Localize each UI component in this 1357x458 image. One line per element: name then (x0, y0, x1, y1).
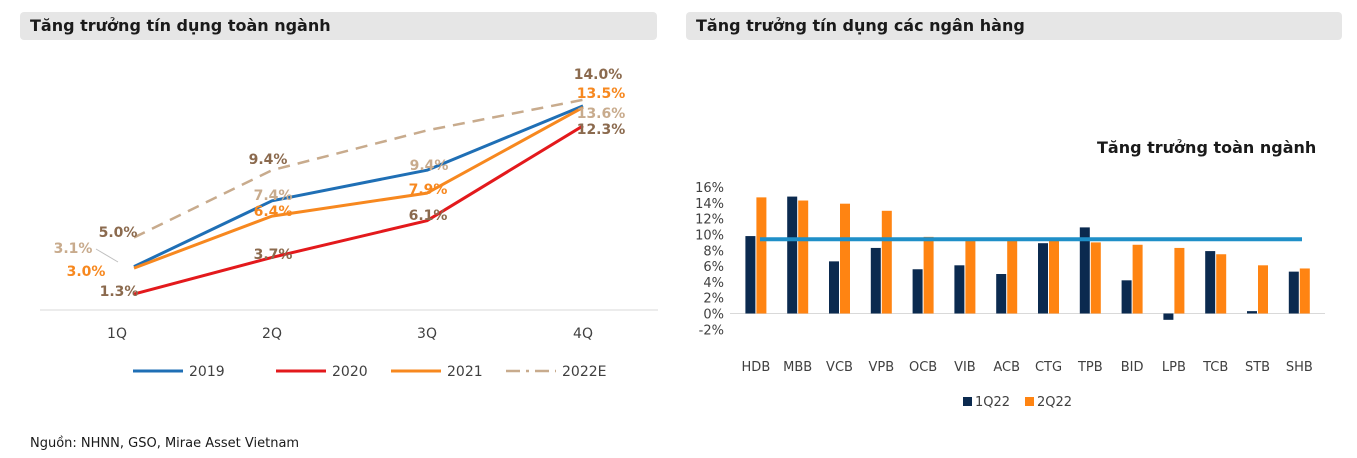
legend-label-2021: 2021 (447, 364, 483, 380)
left-x-tick-2Q: 2Q (262, 326, 282, 342)
right-y-tick--2%: -2% (699, 323, 724, 338)
right-x-tick-CTG: CTG (1035, 360, 1062, 375)
right-y-tick-6%: 6% (703, 260, 724, 275)
bar-1Q22-VCB (829, 261, 839, 314)
left-x-tick-4Q: 4Q (573, 326, 593, 342)
bar-2Q22-CTG (1049, 239, 1059, 314)
bar-2Q22-SHB (1299, 268, 1310, 314)
legend-label-2Q22: 2Q22 (1037, 395, 1072, 410)
data-label-2021-3Q: 7.9% (409, 182, 448, 198)
right-x-tick-OCB: OCB (909, 360, 937, 375)
series-line-2021 (133, 106, 584, 270)
label-leader-line (95, 248, 119, 263)
data-label-2021-4Q: 13.5% (577, 86, 626, 102)
bar-2Q22-VCB (840, 203, 850, 314)
data-label-2020-3Q: 6.1% (409, 208, 448, 224)
bar-2Q22-ACB (1007, 238, 1018, 314)
legend-swatch-2Q22 (1025, 397, 1034, 406)
data-label-2021-1Q: 3.0% (67, 264, 106, 280)
right-y-tick-0%: 0% (703, 308, 724, 323)
right-y-tick-4%: 4% (703, 276, 724, 291)
right-chart-title: Tăng trưởng tín dụng các ngân hàng (686, 12, 1342, 40)
bar-2Q22-VIB (965, 237, 976, 314)
bar-2Q22-BID (1132, 244, 1143, 314)
left-x-tick-1Q: 1Q (107, 326, 127, 342)
data-label-2022E-4Q: 14.0% (574, 67, 623, 83)
right-y-tick-10%: 10% (695, 229, 724, 244)
left-x-tick-3Q: 3Q (417, 326, 437, 342)
right-x-tick-SHB: SHB (1286, 360, 1313, 375)
reference-line-label: Tăng trưởng toàn ngành (1097, 138, 1316, 157)
data-label-2020-2Q: 3.7% (254, 247, 293, 263)
bar-1Q22-MBB (787, 196, 798, 314)
left-chart-title: Tăng trưởng tín dụng toàn ngành (20, 12, 657, 40)
right-x-tick-HDB: HDB (742, 360, 771, 375)
data-label-2019-4Q: 13.6% (577, 106, 626, 122)
legend-label-2019: 2019 (189, 364, 225, 380)
data-label-2022E-2Q: 9.4% (249, 152, 288, 168)
data-label-2019-2Q: 7.4% (254, 188, 293, 204)
legend-label-2022E: 2022E (562, 364, 606, 380)
right-y-tick-8%: 8% (703, 244, 724, 259)
legend-label-2020: 2020 (332, 364, 368, 380)
data-label-2020-1Q: 1.3% (100, 284, 139, 300)
right-x-tick-TPB: TPB (1077, 360, 1103, 375)
right-x-tick-VPB: VPB (868, 360, 894, 375)
series-line-2020 (133, 124, 584, 296)
bar-1Q22-LPB (1163, 313, 1174, 320)
source-note: Nguồn: NHNN, GSO, Mirae Asset Vietnam (30, 436, 300, 451)
data-label-2020-4Q: 12.3% (577, 122, 626, 138)
right-x-tick-TCB: TCB (1202, 360, 1228, 375)
bar-1Q22-OCB (912, 269, 923, 314)
bar-1Q22-TPB (1079, 227, 1090, 314)
bar-1Q22-VPB (870, 247, 881, 314)
legend-swatch-1Q22 (963, 397, 972, 406)
series-line-2022E (133, 98, 584, 239)
right-x-tick-ACB: ACB (993, 360, 1020, 375)
bar-2Q22-STB (1258, 265, 1268, 314)
bar-1Q22-STB (1247, 311, 1257, 314)
bar-1Q22-HDB (745, 236, 756, 314)
data-label-2019-1Q: 3.1% (54, 241, 93, 257)
data-label-2022E-1Q: 5.0% (99, 225, 138, 241)
right-x-tick-MBB: MBB (783, 360, 812, 375)
data-label-2021-2Q: 6.4% (254, 204, 293, 220)
bar-1Q22-CTG (1038, 243, 1048, 314)
series-line-2019 (133, 104, 584, 268)
bar-2Q22-LPB (1174, 247, 1185, 314)
right-x-tick-LPB: LPB (1162, 360, 1186, 375)
right-y-tick-12%: 12% (695, 213, 724, 228)
right-x-tick-STB: STB (1245, 360, 1270, 375)
data-label-2019-3Q: 9.4% (410, 158, 449, 174)
right-x-tick-VCB: VCB (826, 360, 853, 375)
bar-1Q22-ACB (996, 274, 1007, 314)
right-x-tick-VIB: VIB (954, 360, 976, 375)
bar-2Q22-TCB (1216, 254, 1227, 314)
bar-1Q22-BID (1121, 280, 1132, 314)
bar-2Q22-OCB (923, 236, 934, 314)
legend-label-1Q22: 1Q22 (975, 395, 1010, 410)
bar-2Q22-HDB (756, 197, 767, 314)
bar-1Q22-VIB (954, 265, 965, 314)
bar-2Q22-VPB (881, 210, 892, 314)
bar-1Q22-TCB (1205, 251, 1216, 314)
right-y-tick-14%: 14% (695, 197, 724, 212)
bar-2Q22-MBB (798, 200, 809, 314)
right-y-tick-2%: 2% (703, 292, 724, 307)
bar-2Q22-TPB (1090, 242, 1101, 314)
bar-1Q22-SHB (1288, 271, 1299, 314)
right-y-tick-16%: 16% (695, 181, 724, 196)
right-x-tick-BID: BID (1121, 360, 1144, 375)
